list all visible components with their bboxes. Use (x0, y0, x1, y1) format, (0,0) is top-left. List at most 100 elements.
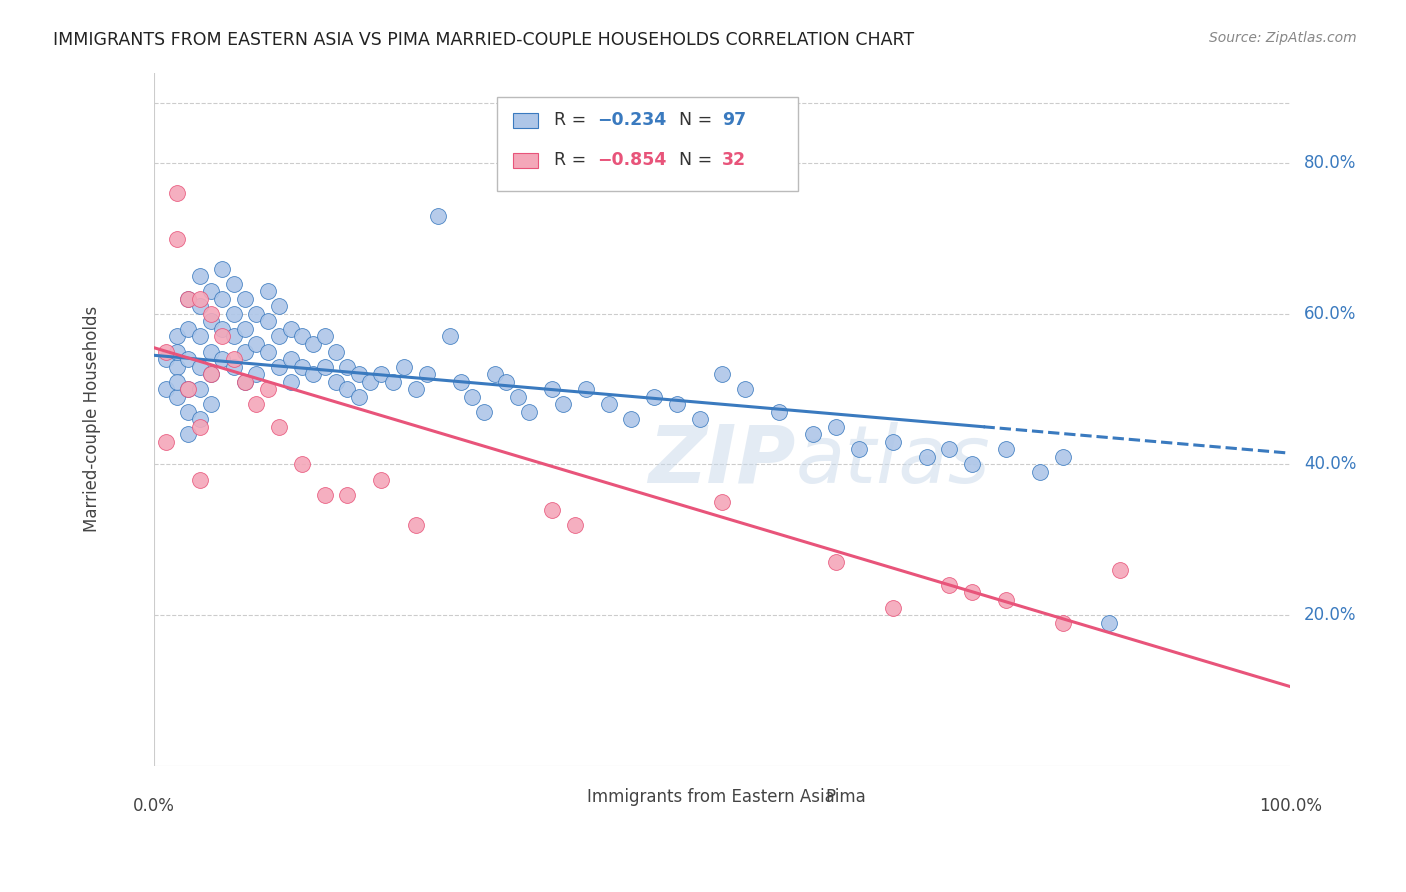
Point (598, 397, 620, 411)
Point (177, 382, 200, 396)
Text: 97: 97 (723, 112, 747, 129)
Point (734, 382, 756, 396)
Point (211, 261, 233, 276)
Text: N =: N = (668, 112, 717, 129)
Point (233, 344, 256, 359)
Point (1108, 563, 1130, 577)
Point (177, 405, 200, 419)
Point (643, 390, 665, 404)
Point (177, 382, 200, 396)
Text: −0.234: −0.234 (598, 112, 666, 129)
Point (506, 390, 529, 404)
Point (269, 359, 291, 374)
Point (256, 344, 278, 359)
Point (245, 397, 267, 411)
Point (1097, 615, 1119, 630)
Point (280, 375, 302, 389)
Point (302, 367, 325, 381)
Point (427, 209, 450, 223)
Point (166, 390, 188, 404)
Point (177, 292, 200, 306)
Point (711, 367, 734, 381)
Point (155, 382, 177, 396)
Point (233, 322, 256, 336)
Point (200, 344, 222, 359)
Point (222, 307, 245, 321)
Point (188, 299, 211, 313)
Text: 40.0%: 40.0% (1303, 456, 1357, 474)
Point (200, 285, 222, 299)
Point (370, 473, 392, 487)
Text: −0.854: −0.854 (598, 151, 666, 169)
Point (314, 487, 336, 501)
Point (188, 420, 211, 434)
Point (882, 434, 904, 449)
Point (1029, 465, 1052, 479)
Point (177, 427, 200, 442)
Text: atlas: atlas (796, 422, 991, 500)
Point (166, 359, 188, 374)
Point (200, 397, 222, 411)
Point (995, 442, 1018, 457)
Point (995, 593, 1018, 607)
Point (768, 405, 790, 419)
Point (575, 382, 598, 396)
Text: 80.0%: 80.0% (1303, 154, 1357, 172)
Point (325, 375, 347, 389)
Point (370, 367, 392, 381)
Point (166, 375, 188, 389)
Point (336, 487, 359, 501)
Point (211, 352, 233, 367)
Point (188, 412, 211, 426)
Point (540, 502, 562, 516)
FancyBboxPatch shape (558, 785, 581, 805)
FancyBboxPatch shape (796, 785, 818, 805)
Point (824, 555, 846, 569)
Point (291, 359, 314, 374)
Point (1052, 450, 1074, 464)
Point (848, 442, 870, 457)
Point (256, 314, 278, 328)
Point (960, 458, 983, 472)
Point (256, 285, 278, 299)
Point (280, 352, 302, 367)
Text: 0.0%: 0.0% (134, 797, 176, 814)
Point (166, 186, 188, 201)
Point (211, 329, 233, 343)
Point (882, 600, 904, 615)
Point (564, 517, 586, 532)
Point (347, 367, 370, 381)
Point (222, 352, 245, 367)
Text: 60.0%: 60.0% (1303, 305, 1357, 323)
Point (620, 412, 643, 426)
Point (665, 397, 688, 411)
Point (381, 375, 404, 389)
Point (177, 292, 200, 306)
Point (405, 382, 427, 396)
Point (1052, 615, 1074, 630)
Point (245, 337, 267, 351)
Point (517, 405, 540, 419)
Point (495, 375, 517, 389)
Point (233, 375, 256, 389)
Point (269, 420, 291, 434)
Point (188, 292, 211, 306)
Text: Source: ZipAtlas.com: Source: ZipAtlas.com (1209, 31, 1357, 45)
Point (222, 329, 245, 343)
Point (938, 578, 960, 592)
Point (166, 232, 188, 246)
Point (155, 352, 177, 367)
Point (938, 442, 960, 457)
Point (222, 277, 245, 291)
Point (291, 329, 314, 343)
Point (233, 292, 256, 306)
Point (280, 322, 302, 336)
Point (291, 458, 314, 472)
Point (200, 307, 222, 321)
Text: Married-couple Households: Married-couple Households (83, 306, 101, 533)
Point (314, 359, 336, 374)
Point (336, 359, 359, 374)
Text: Immigrants from Eastern Asia: Immigrants from Eastern Asia (588, 788, 835, 805)
Point (256, 382, 278, 396)
Point (155, 344, 177, 359)
